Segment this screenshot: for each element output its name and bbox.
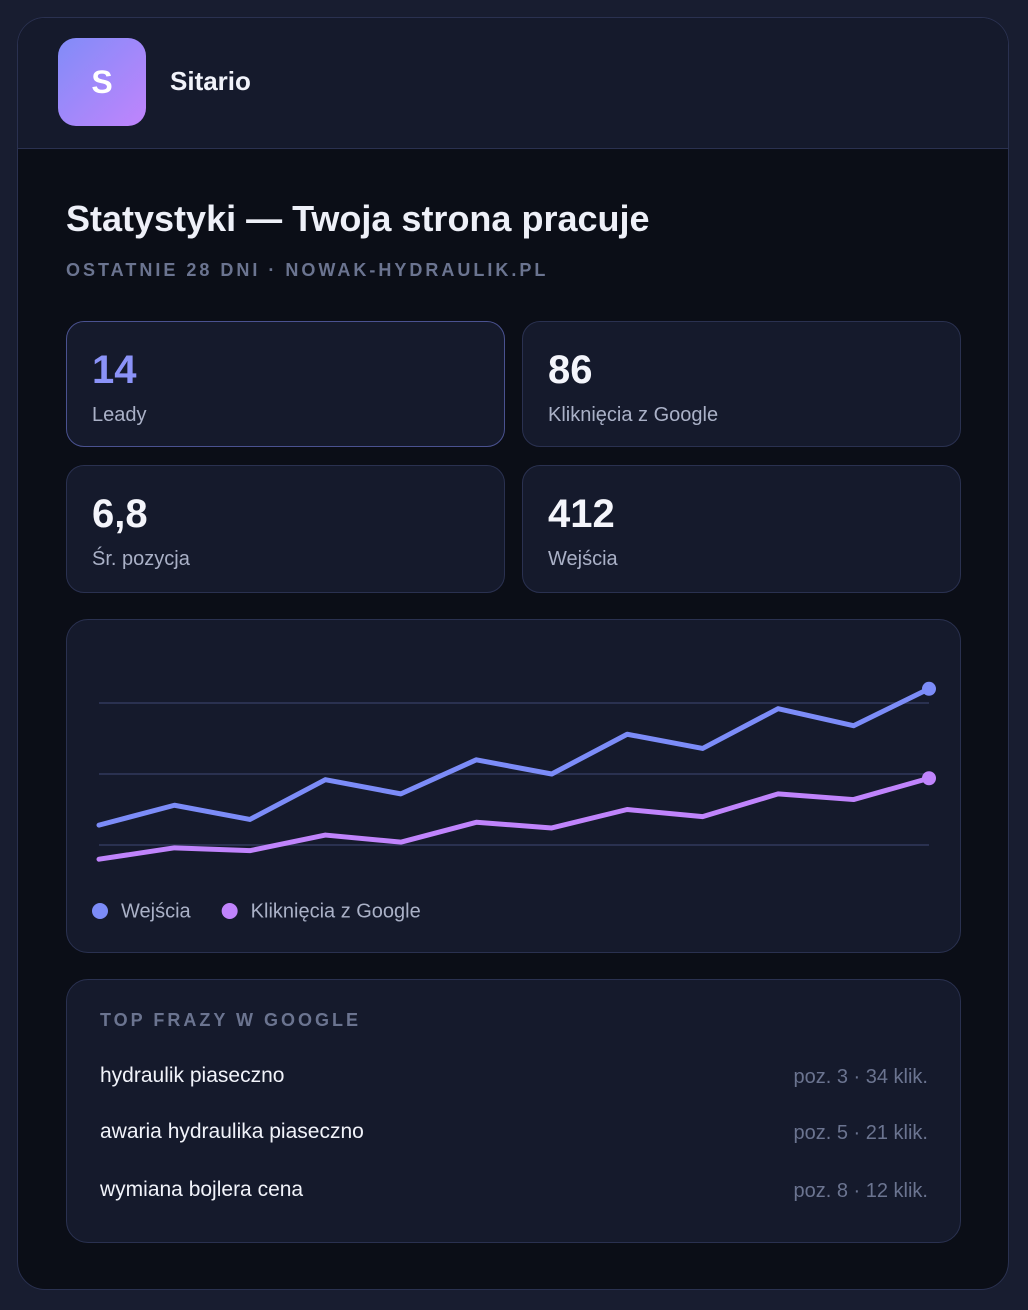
page-title: Statystyki — Twoja strona pracuje (66, 198, 650, 239)
phrase-stats: poz. 5 · 21 klik. (793, 1122, 928, 1144)
brand: Sitario (170, 66, 251, 96)
stat-label: Wejścia (548, 548, 618, 570)
stat-card: 86 Kliknięcia z Google (522, 321, 961, 447)
legend-label: Kliknięcia z Google (251, 900, 421, 922)
chart: Wejścia Kliknięcia z Google (92, 681, 936, 922)
end-point (922, 681, 936, 696)
legend-dot (221, 903, 238, 919)
phrase: awaria hydraulika piaseczno (100, 1120, 364, 1143)
stat-value: 14 (92, 348, 137, 392)
stat-value: 86 (548, 348, 593, 392)
stat-card: 412 Wejścia (522, 465, 961, 593)
stat-value: 6,8 (92, 492, 148, 536)
header: S Sitario (18, 18, 1008, 149)
phrase: wymiana bojlera cena (100, 1178, 304, 1201)
end-point (922, 771, 936, 786)
legend-label: Wejścia (121, 900, 192, 922)
phrase-stats: poz. 3 · 34 klik. (793, 1066, 928, 1088)
legend-dot (92, 903, 108, 919)
phrase-stats: poz. 8 · 12 klik. (793, 1180, 928, 1202)
series-line (96, 686, 932, 828)
subtitle: OSTATNIE 28 DNI · NOWAK-HYDRAULIK.PL (66, 260, 549, 280)
phrase: hydraulik piaseczno (100, 1064, 285, 1087)
stat-card: 14 Leady (66, 321, 505, 447)
stat-label: Leady (92, 404, 147, 426)
stat-value: 412 (548, 492, 615, 536)
phrases-panel (66, 979, 961, 1243)
stat-label: Śr. pozycja (92, 548, 190, 570)
chart-panel: Wejścia Kliknięcia z Google (66, 619, 961, 953)
phrases-title: TOP FRAZY W GOOGLE (100, 1010, 362, 1030)
stat-card: 6,8 Śr. pozycja (66, 465, 505, 593)
series-line (96, 775, 932, 862)
stat-label: Kliknięcia z Google (548, 404, 719, 426)
logo: S (58, 38, 146, 126)
